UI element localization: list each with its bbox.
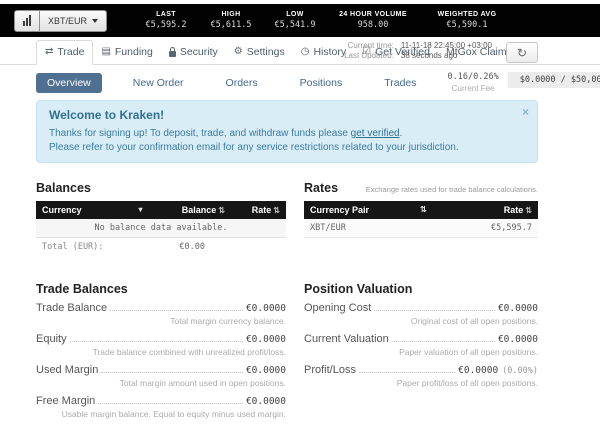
total-label: Total (EUR): bbox=[42, 242, 104, 252]
nav-tab-settings[interactable]: ⚙ Settings bbox=[233, 46, 285, 58]
current-valuation-row: Current Valuation €0.0000 Paper valuatio… bbox=[304, 333, 538, 357]
subtab-overview[interactable]: Overview bbox=[36, 72, 102, 93]
exchange-arrows-icon: ⇄ bbox=[45, 46, 54, 57]
stat-volume: 24 HOUR VOLUME 958.00 bbox=[339, 11, 407, 30]
last-updated-label: Last Updated: bbox=[344, 51, 394, 60]
nav-tab-mtgox-claim[interactable]: MtGox Claim bbox=[445, 46, 507, 58]
stat-last: LAST €5,595.2 bbox=[145, 11, 187, 30]
main-nav: ⇄ Trade ▤ Funding Security ⚙ Settings ◷ … bbox=[0, 37, 600, 65]
subtab-trades[interactable]: Trades bbox=[384, 76, 417, 89]
fee-progress-bar: $0.0000 / $50,000 (0.00%) bbox=[507, 72, 600, 88]
chart-button[interactable] bbox=[14, 9, 40, 32]
rate-value: €5,595.7 bbox=[432, 219, 538, 238]
dotted-leader bbox=[101, 372, 243, 373]
profit-loss-percent: (0.00%) bbox=[502, 366, 538, 376]
refresh-icon: ↻ bbox=[516, 45, 528, 60]
lock-icon bbox=[168, 46, 176, 57]
position-valuation-title: Position Valuation bbox=[304, 282, 413, 296]
current-fee: 0.16/0.26% Current Fee bbox=[447, 72, 499, 93]
clock-icon: ◷ bbox=[300, 46, 310, 57]
subtab-positions[interactable]: Positions bbox=[299, 76, 343, 89]
stat-low: LOW €5,541.9 bbox=[274, 11, 316, 30]
opening-cost-row: Opening Cost €0.0000 Original cost of al… bbox=[304, 302, 538, 326]
dotted-leader bbox=[391, 341, 495, 342]
trade-balances-section: Trade Balances Trade Balance €0.0000 Tot… bbox=[36, 276, 286, 426]
pair-button-group: XBT/EUR bbox=[14, 9, 108, 32]
total-row: Total (EUR): €0.00 bbox=[36, 238, 286, 257]
current-time-label: Current time: bbox=[347, 41, 394, 50]
rate-row: XBT/EUR €5,595.7 bbox=[304, 219, 538, 238]
pair-select-button[interactable]: XBT/EUR bbox=[39, 9, 108, 32]
card-icon: ▤ bbox=[101, 46, 111, 57]
dotted-leader bbox=[110, 310, 243, 311]
sort-icon: ⇅ bbox=[218, 206, 225, 215]
position-valuation-section: Position Valuation Opening Cost €0.0000 … bbox=[304, 276, 538, 426]
fee-info: 0.16/0.26% Current Fee $0.0000 / $50,000… bbox=[448, 72, 600, 93]
welcome-line2: Please refer to your confirmation email … bbox=[49, 142, 459, 153]
rate-pair: XBT/EUR bbox=[304, 219, 433, 238]
used-margin-row: Used Margin €0.0000 Total margin amount … bbox=[36, 364, 286, 388]
dotted-leader bbox=[374, 310, 495, 311]
welcome-title: Welcome to Kraken! bbox=[49, 108, 165, 122]
col-header-currency-pair[interactable]: Currency Pair ⇅ bbox=[304, 201, 433, 219]
check-square-icon: ☑ bbox=[362, 46, 372, 57]
sort-icon: ⇅ bbox=[525, 206, 532, 215]
balances-section: Balances Currency ▾ Balance ⇅ Rate ⇅ No ba… bbox=[36, 175, 286, 256]
profit-loss-row: Profit/Loss €0.0000 (0.00%) Paper profit… bbox=[304, 364, 538, 388]
free-margin-row: Free Margin €0.0000 Usable margin balanc… bbox=[36, 395, 286, 419]
refresh-button[interactable]: ↻ bbox=[506, 42, 538, 63]
rates-section: Rates Exchange rates used for trade bala… bbox=[304, 175, 538, 256]
caret-down-icon[interactable]: ▾ bbox=[138, 205, 143, 214]
ticker-bar: XBT/EUR LAST €5,595.2 HIGH €5,611.5 LOW … bbox=[0, 4, 600, 37]
dotted-leader bbox=[98, 403, 243, 404]
dotted-leader bbox=[358, 372, 456, 373]
col-header-rate[interactable]: Rate ⇅ bbox=[231, 201, 286, 219]
margin-section: Trade Balances Trade Balance €0.0000 Tot… bbox=[0, 272, 600, 426]
sub-nav: Overview New Order Orders Positions Trad… bbox=[0, 65, 600, 98]
nav-tab-trade[interactable]: ⇄ Trade bbox=[36, 40, 94, 65]
nav-tab-get-verified[interactable]: ☑ Get Verified bbox=[362, 46, 430, 58]
col-header-balance[interactable]: Balance ⇅ bbox=[148, 201, 231, 219]
total-value: €0.00 bbox=[179, 242, 205, 252]
rates-table: Currency Pair ⇅ Rate ⇅ XBT/EUR €5,595.7 bbox=[304, 201, 538, 238]
wrench-icon: ⚙ bbox=[233, 46, 243, 57]
welcome-line1: Thanks for signing up! To deposit, trade… bbox=[49, 128, 403, 139]
col-header-rate[interactable]: Rate ⇅ bbox=[432, 201, 538, 219]
nav-tab-funding[interactable]: ▤ Funding bbox=[101, 46, 153, 58]
equity-row: Equity €0.0000 Trade balance combined wi… bbox=[36, 333, 286, 357]
pair-label: XBT/EUR bbox=[48, 15, 88, 26]
time-info: Current time: 11-11-18 22:45:00 +03:00 L… bbox=[344, 41, 492, 60]
dotted-leader bbox=[69, 341, 243, 342]
trade-balance-row: Trade Balance €0.0000 Total margin curre… bbox=[36, 302, 286, 326]
stat-weighted-avg: WEIGHTED AVG €5,590.1 bbox=[437, 11, 497, 30]
last-updated-value: 38 seconds ago bbox=[400, 51, 458, 60]
sort-icon: ⇅ bbox=[419, 205, 427, 214]
caret-down-icon bbox=[92, 18, 99, 23]
nav-tab-history[interactable]: ◷ History bbox=[300, 46, 347, 58]
get-verified-link[interactable]: get verified bbox=[350, 128, 400, 139]
bar-chart-icon bbox=[23, 15, 31, 26]
tables-section: Balances Currency ▾ Balance ⇅ Rate ⇅ No ba… bbox=[0, 171, 600, 256]
welcome-alert: × Welcome to Kraken! Thanks for signing … bbox=[36, 100, 538, 163]
nav-tab-security[interactable]: Security bbox=[161, 41, 226, 64]
col-header-currency[interactable]: Currency ▾ bbox=[36, 201, 149, 219]
subtab-orders[interactable]: Orders bbox=[225, 76, 258, 89]
ticker-stats: LAST €5,595.2 HIGH €5,611.5 LOW €5,541.9… bbox=[133, 11, 515, 30]
close-icon[interactable]: × bbox=[521, 105, 529, 119]
balances-table: Currency ▾ Balance ⇅ Rate ⇅ No balance dat… bbox=[36, 201, 286, 256]
sort-icon: ⇅ bbox=[273, 206, 280, 215]
empty-row: No balance data available. bbox=[36, 219, 286, 238]
subtab-new-order[interactable]: New Order bbox=[132, 76, 184, 89]
trade-balances-title: Trade Balances bbox=[36, 282, 128, 296]
rates-title: Rates bbox=[304, 181, 339, 195]
stat-high: HIGH €5,611.5 bbox=[210, 11, 252, 30]
current-time-value: 11-11-18 22:45:00 +03:00 bbox=[400, 41, 492, 50]
rates-note: Exchange rates used for trade balance ca… bbox=[365, 185, 538, 194]
balances-title: Balances bbox=[36, 181, 91, 195]
